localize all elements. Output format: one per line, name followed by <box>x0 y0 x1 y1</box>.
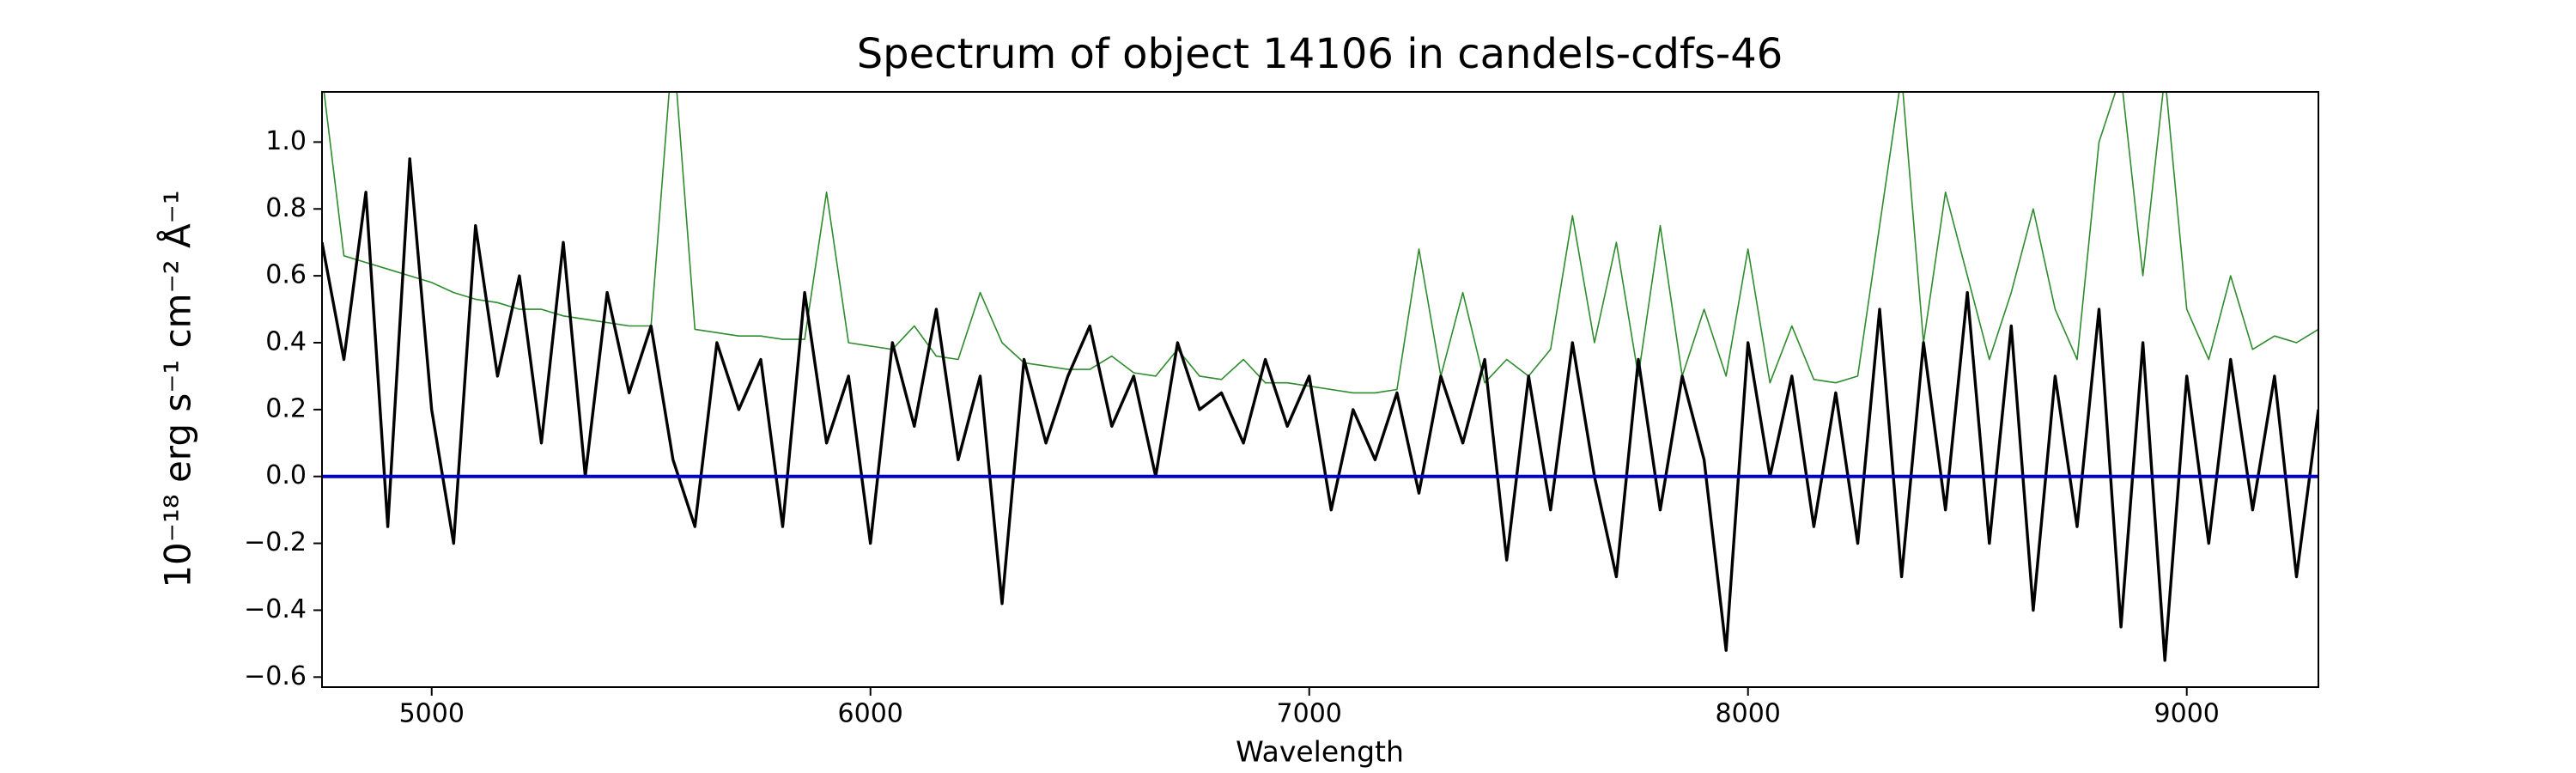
y-tick-label: 0.6 <box>265 260 307 290</box>
x-tick-label: 9000 <box>2154 699 2220 729</box>
chart-title: Spectrum of object 14106 in candels-cdfs… <box>857 30 1783 78</box>
plot-frame <box>321 91 2319 688</box>
y-tick-label: −0.6 <box>244 661 307 691</box>
y-tick-label: −0.2 <box>244 527 307 557</box>
spectrum-line <box>323 92 2318 394</box>
y-tick-label: 0.2 <box>265 393 307 423</box>
y-tick-label: 0.4 <box>265 326 307 356</box>
x-tick-label: 8000 <box>1716 699 1781 729</box>
x-tick-label: 5000 <box>399 699 465 729</box>
y-tick-label: 0.8 <box>265 193 307 223</box>
y-axis-label: 10⁻¹⁸ erg s⁻¹ cm⁻² Å⁻¹ <box>156 190 199 587</box>
x-tick-label: 6000 <box>838 699 903 729</box>
plot-area <box>322 92 2318 662</box>
x-tick-label: 7000 <box>1277 699 1342 729</box>
spectrum-line <box>322 157 2318 662</box>
y-tick-label: 1.0 <box>265 126 307 156</box>
x-axis-label: Wavelength <box>1236 735 1404 769</box>
y-tick-label: −0.4 <box>244 594 307 624</box>
y-tick-label: 0.0 <box>265 460 307 490</box>
